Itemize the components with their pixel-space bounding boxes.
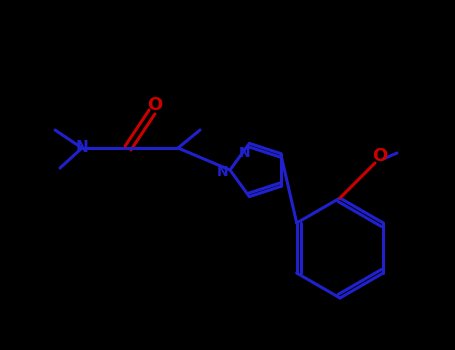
Text: N: N: [76, 140, 88, 155]
Text: O: O: [147, 96, 162, 114]
Text: N: N: [238, 146, 250, 160]
Text: O: O: [372, 147, 388, 165]
Text: N: N: [217, 165, 229, 179]
